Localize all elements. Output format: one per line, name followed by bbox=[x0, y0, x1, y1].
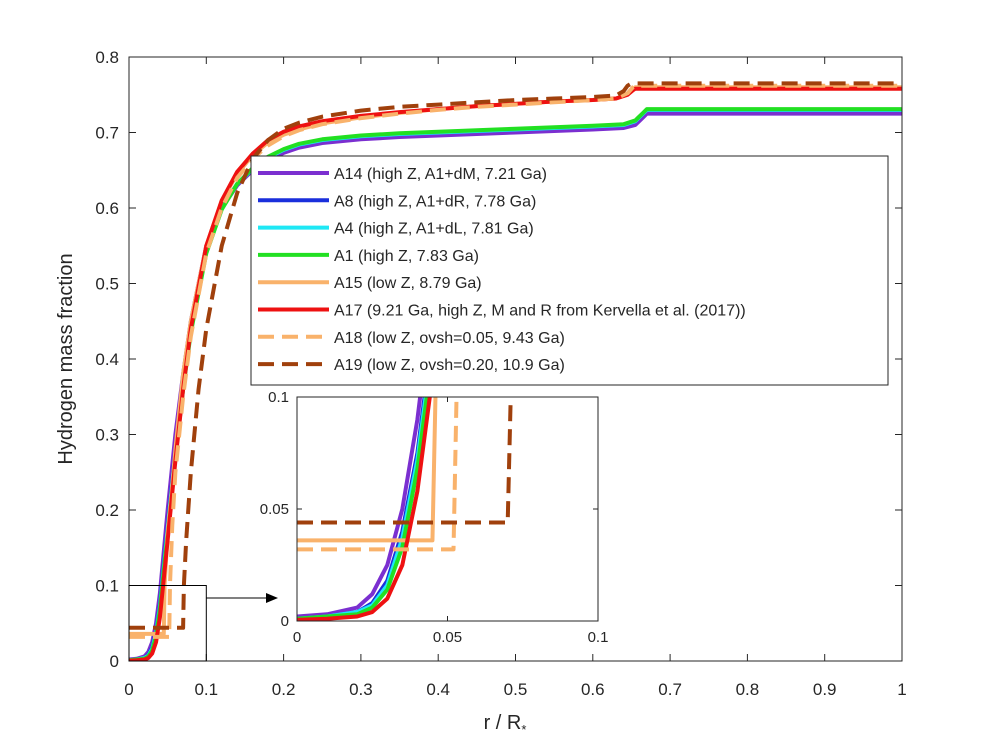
inset-x-tick-label: 0.1 bbox=[588, 629, 609, 646]
x-tick-label: 0.7 bbox=[658, 680, 682, 699]
inset-series bbox=[297, 397, 513, 621]
legend-box bbox=[250, 155, 889, 386]
x-tick-label: 0.4 bbox=[426, 680, 450, 699]
y-tick-label: 0.7 bbox=[95, 124, 119, 143]
inset-background bbox=[297, 397, 598, 621]
inset-axes: 0 0.05 0.1 0 0.05 0.1 bbox=[260, 389, 609, 646]
legend-label-a8: A8 (high Z, A1+dR, 7.78 Ga) bbox=[334, 193, 536, 210]
legend-label-a4: A4 (high Z, A1+dL, 7.81 Ga) bbox=[334, 221, 534, 238]
legend: A14 (high Z, A1+dM, 7.21 Ga) A8 (high Z, … bbox=[250, 155, 889, 386]
y-tick-label: 0.6 bbox=[95, 199, 119, 218]
x-tick-label: 0.9 bbox=[813, 680, 837, 699]
x-tick-label: 0.3 bbox=[349, 680, 373, 699]
y-tick-label: 0.8 bbox=[95, 48, 119, 67]
x-tick-label: 0.6 bbox=[581, 680, 605, 699]
x-tick-label: 0.1 bbox=[194, 680, 218, 699]
inset-x-tick-label: 0 bbox=[293, 629, 301, 646]
plot-area-border bbox=[128, 56, 903, 662]
x-axis-title: r / R* bbox=[484, 712, 527, 737]
legend-label-a18: A18 (low Z, ovsh=0.05, 9.43 Ga) bbox=[334, 330, 565, 347]
legend-label-a15: A15 (low Z, 8.79 Ga) bbox=[334, 275, 482, 292]
x-tick-label: 0.2 bbox=[272, 680, 296, 699]
x-tick-label: 1 bbox=[897, 680, 906, 699]
series-line-a18 bbox=[129, 83, 902, 639]
inset-x-tick-label: 0.05 bbox=[433, 629, 462, 646]
legend-label-a19: A19 (low Z, ovsh=0.20, 10.9 Ga) bbox=[334, 357, 565, 374]
inset-line-a14 bbox=[297, 397, 423, 619]
main-axes: 0 0.1 0.2 0.3 0.4 0.5 0.6 0.7 0.8 0.9 1 0 0.1 0.2 0.3 0… bbox=[95, 48, 906, 699]
inset-line-a17 bbox=[297, 397, 432, 621]
series-line-a19 bbox=[129, 81, 902, 630]
y-tick-label: 0.5 bbox=[95, 275, 119, 294]
y-tick-label: 0.4 bbox=[95, 350, 119, 369]
y-tick-label: 0.3 bbox=[95, 426, 119, 445]
inset-y-tick-label: 0.05 bbox=[260, 501, 289, 518]
inset-line-a1 bbox=[297, 397, 429, 621]
x-tick-label: 0 bbox=[124, 680, 133, 699]
y-tick-label: 0.2 bbox=[95, 501, 119, 520]
zoom-region-box bbox=[128, 585, 207, 662]
inset-y-tick-label: 0.1 bbox=[268, 389, 289, 406]
legend-label-a14: A14 (high Z, A1+dM, 7.21 Ga) bbox=[334, 166, 547, 183]
legend-label-a1: A1 (high Z, 7.83 Ga) bbox=[334, 248, 479, 265]
inset-y-tick-label: 0 bbox=[281, 613, 289, 630]
main-series bbox=[129, 81, 902, 661]
x-tick-label: 0.8 bbox=[736, 680, 760, 699]
y-tick-label: 0.1 bbox=[95, 577, 119, 596]
y-axis-title: Hydrogen mass fraction bbox=[55, 253, 77, 464]
legend-label-a17: A17 (9.21 Ga, high Z, M and R from Kerve… bbox=[334, 303, 746, 320]
x-tick-label: 0.5 bbox=[504, 680, 528, 699]
y-tick-label: 0 bbox=[110, 652, 119, 671]
